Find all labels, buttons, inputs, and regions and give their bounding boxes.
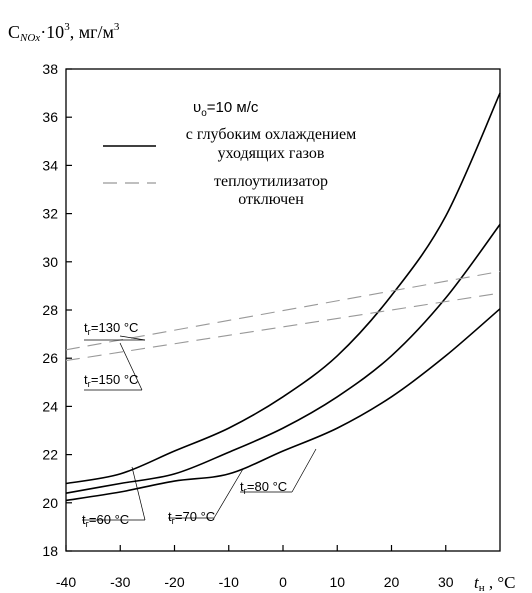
y-tick-label: 34 <box>42 157 58 173</box>
y-tick-label: 38 <box>42 61 58 77</box>
legend: υо=10 м/с с глубоким охлаждением уходящи… <box>103 99 356 208</box>
axis-ticks: 18 20 22 24 26 28 30 32 34 36 38 -40 -30 -20 -10 0 10 20 3… <box>42 61 453 590</box>
x-tick-label: 0 <box>279 574 287 590</box>
series-line-3 <box>65 270 501 351</box>
y-tick-label: 32 <box>42 206 58 222</box>
series-label-leader <box>119 335 146 341</box>
y-tick-label: 26 <box>42 350 58 366</box>
series-label-4: tг=150 °C <box>84 372 138 389</box>
legend-solid-label-1: с глубоким охлаждением <box>186 126 357 143</box>
x-tick-label: 30 <box>438 574 454 590</box>
series-label-leader <box>213 468 244 519</box>
x-tick-label: -20 <box>164 574 184 590</box>
y-tick-label: 36 <box>42 109 58 125</box>
y-tick-label: 30 <box>42 254 58 270</box>
series-line-1 <box>65 223 501 494</box>
series-label-1: tг=70 °C <box>168 509 215 526</box>
series-label-0: tг=60 °C <box>82 512 129 529</box>
series-labels: tг=60 °C tг=70 °C tг=80 °C tг=130 °C tг=150 … <box>82 320 317 529</box>
y-tick-label: 24 <box>42 398 58 414</box>
series-label-2: tг=80 °C <box>240 479 287 496</box>
series-layer <box>65 92 501 502</box>
x-tick-label: 20 <box>384 574 400 590</box>
series-label-leader <box>291 448 317 493</box>
series-label-3: tг=130 °C <box>84 320 138 337</box>
x-tick-label: -40 <box>56 574 76 590</box>
y-tick-label: 28 <box>42 302 58 318</box>
x-tick-label: -10 <box>219 574 239 590</box>
legend-solid-label-2: уходящих газов <box>218 145 325 162</box>
x-tick-label: 10 <box>329 574 345 590</box>
legend-dashed-label-1: теплоутилизатор <box>214 173 328 190</box>
y-tick-label: 18 <box>42 543 58 559</box>
x-axis-title: tн , °C <box>474 573 516 593</box>
legend-dashed-label-2: отключен <box>238 191 304 208</box>
series-label-leader <box>119 342 143 391</box>
y-tick-label: 22 <box>42 447 58 463</box>
y-axis-title: CNOx·103, мг/м3 <box>8 21 120 44</box>
y-tick-label: 20 <box>42 495 58 511</box>
series-line-0 <box>65 308 501 502</box>
series-label-leader <box>131 466 146 521</box>
series-line-2 <box>65 92 501 485</box>
legend-title: υо=10 м/с <box>193 99 259 119</box>
series-line-4 <box>65 292 501 362</box>
x-tick-label: -30 <box>110 574 130 590</box>
